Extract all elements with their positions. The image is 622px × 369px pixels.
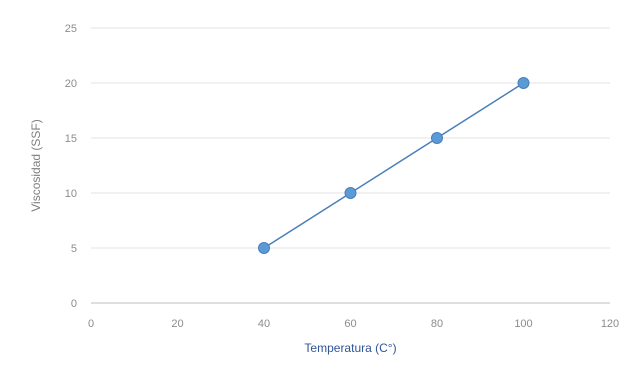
gridlines [91, 27, 610, 249]
y-tick-label: 25 [65, 23, 77, 35]
x-tick-label: 20 [171, 318, 183, 330]
data-point [517, 77, 530, 89]
x-axis-ticks: 0 20 40 60 80 100 120 [88, 318, 619, 330]
y-tick-label: 0 [71, 298, 77, 310]
data-point [258, 242, 270, 254]
x-axis-title: Temperatura (C°) [304, 341, 396, 355]
y-tick-label: 5 [71, 243, 77, 255]
series-layer [258, 77, 530, 254]
x-tick-label: 120 [601, 318, 619, 330]
x-tick-label: 40 [258, 318, 270, 330]
y-axis-title: Viscosidad (SSF) [29, 119, 43, 211]
data-point [431, 132, 443, 144]
y-tick-label: 20 [65, 78, 77, 90]
series-line [263, 82, 524, 249]
data-point [344, 187, 357, 199]
y-tick-label: 15 [65, 133, 77, 145]
y-axis-ticks: 0 5 10 15 20 25 [65, 23, 77, 310]
x-tick-label: 100 [514, 318, 532, 330]
y-tick-label: 10 [65, 188, 77, 200]
x-tick-label: 60 [344, 318, 356, 330]
x-tick-label: 80 [431, 318, 443, 330]
x-tick-label: 0 [88, 318, 94, 330]
